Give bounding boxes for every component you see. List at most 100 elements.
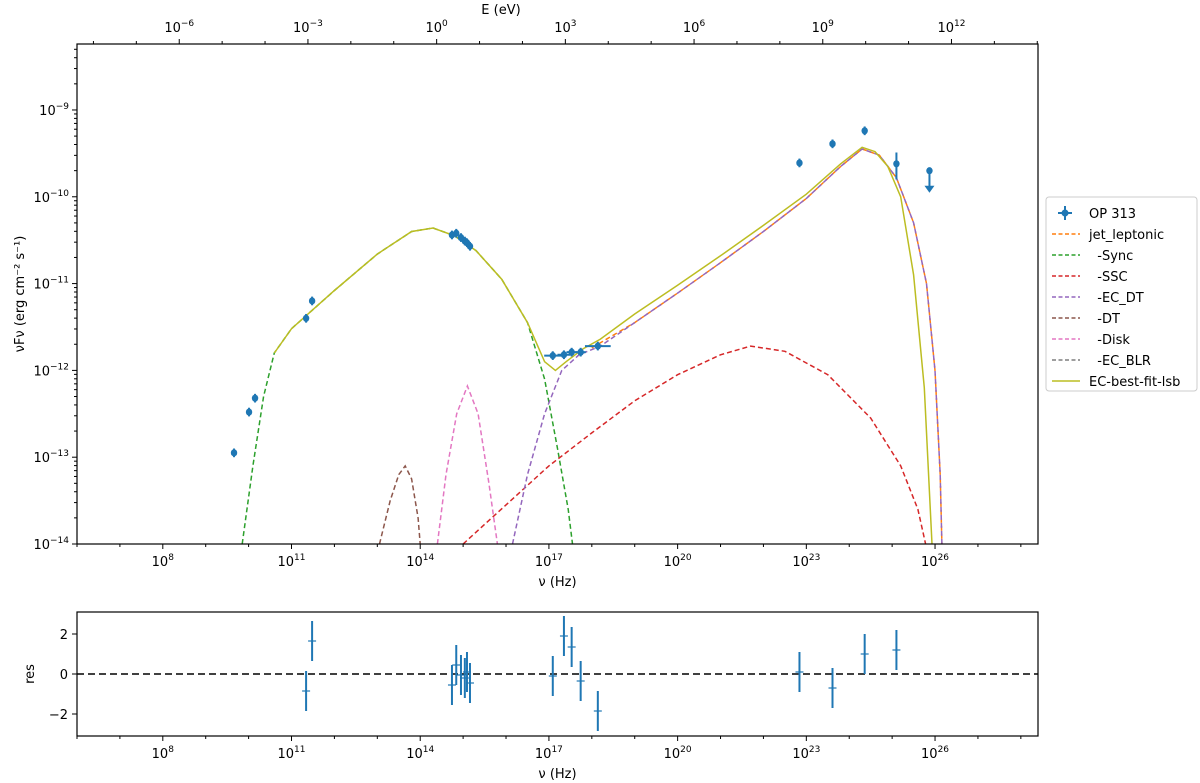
residual-point — [593, 691, 602, 731]
data-marker — [245, 408, 253, 416]
curve-jet-leptonic — [591, 148, 943, 544]
legend-item: -SSC — [1052, 270, 1128, 285]
legend-box — [1045, 196, 1198, 392]
data-point — [893, 152, 900, 180]
residual-point — [456, 655, 465, 695]
residual-point — [302, 671, 311, 711]
legend-item: -Disk — [1052, 333, 1130, 348]
data-marker — [560, 351, 568, 359]
data-marker — [230, 449, 238, 457]
y-tick-label: 2 — [60, 628, 68, 643]
upper-limit-arrow-icon — [924, 185, 935, 193]
residual-point — [465, 663, 474, 703]
residual-points — [302, 616, 901, 731]
y-tick-label: 10−10 — [33, 189, 69, 206]
top-tick-label: 100 — [426, 19, 449, 36]
legend-label: jet_leptonic — [1088, 228, 1164, 243]
main-axes-frame — [76, 43, 1039, 545]
x-tick-label: 108 — [152, 745, 175, 762]
model-curves — [241, 146, 943, 544]
legend-label: -EC_BLR — [1089, 354, 1151, 369]
y-tick-label: 10−11 — [33, 276, 69, 293]
data-marker — [829, 140, 836, 148]
x-tick-label: 1014 — [406, 553, 434, 570]
residual-point — [576, 661, 585, 701]
data-marker — [302, 314, 310, 322]
x-axis-top: 10−6 10−3 100 103 106 109 1012 E (eV) — [92, 3, 1038, 44]
x-tick-label: 108 — [152, 553, 175, 570]
residual-y-axis-label: res — [23, 664, 38, 684]
legend-label: -EC_DT — [1089, 291, 1144, 306]
top-tick-label: 106 — [683, 19, 706, 36]
residual-x-axis-label: ν (Hz) — [538, 767, 576, 782]
data-points — [230, 126, 935, 458]
legend-item: -DT — [1052, 312, 1120, 327]
data-point — [251, 393, 259, 403]
residual-point — [559, 616, 568, 656]
top-tick-label: 10−3 — [293, 19, 323, 36]
data-marker — [893, 160, 900, 168]
data-point — [466, 241, 474, 251]
curve-ssc — [462, 345, 927, 544]
legend-item: -EC_BLR — [1052, 354, 1151, 369]
x-axis-label: ν (Hz) — [538, 575, 576, 590]
legend: OP 313 jet_leptonic -Sync -SSC -EC_DT -DT… — [1045, 196, 1198, 392]
y-tick-label: 10−13 — [33, 449, 69, 466]
legend-item: -Sync — [1052, 249, 1133, 264]
data-point — [566, 347, 577, 357]
x-tick-label: 1020 — [664, 745, 692, 762]
data-marker — [549, 352, 556, 360]
data-marker — [577, 348, 584, 356]
y-tick-label: 10−12 — [33, 362, 69, 379]
top-tick-label: 103 — [554, 19, 576, 36]
curve-disk — [436, 383, 499, 544]
x-tick-label: 1017 — [535, 553, 563, 570]
data-point — [557, 350, 571, 360]
data-marker — [568, 348, 575, 356]
x-tick-label: 1017 — [535, 745, 563, 762]
curve-dt — [378, 464, 421, 544]
data-point — [453, 228, 460, 238]
x-tick-label: 1023 — [792, 553, 820, 570]
top-tick-label: 1012 — [937, 19, 965, 36]
top-tick-label: 10−6 — [164, 19, 194, 36]
residual-point — [892, 630, 901, 670]
data-point — [245, 407, 253, 417]
residual-point — [308, 621, 317, 661]
residual-point — [795, 652, 804, 692]
legend-label: OP 313 — [1089, 207, 1136, 222]
legend-item: jet_leptonic — [1052, 228, 1164, 243]
data-marker — [251, 394, 259, 402]
data-marker — [308, 297, 316, 305]
legend-label: -DT — [1089, 312, 1120, 327]
legend-item: EC-best-fit-lsb — [1052, 375, 1180, 390]
x-axis-bottom: 108 1011 1014 1017 1020 1023 1026 ν (Hz) — [76, 544, 1022, 590]
curve-ec-dt — [511, 148, 943, 544]
legend-label: EC-best-fit-lsb — [1089, 375, 1180, 390]
legend-label: -Disk — [1089, 333, 1130, 348]
data-point — [924, 167, 935, 193]
data-point — [230, 448, 238, 458]
curve-ec-best-fit-lsb — [273, 146, 933, 544]
y-tick-label: 10−14 — [33, 536, 69, 553]
y-axis-label: νFν (erg cm⁻² s⁻¹) — [13, 236, 28, 353]
residual-panel: 108 1011 1014 1017 1020 1023 1026 ν (Hz) −2 0 2 res — [23, 611, 1039, 782]
data-point — [302, 313, 310, 323]
residual-point — [548, 656, 557, 696]
x-tick-label: 1026 — [921, 745, 949, 762]
data-point — [861, 126, 868, 136]
x-tick-label: 1020 — [664, 553, 692, 570]
top-axis-label: E (eV) — [481, 3, 520, 18]
data-marker — [466, 242, 474, 250]
residual-point — [567, 627, 576, 667]
residual-point — [860, 634, 869, 674]
data-marker — [861, 127, 868, 135]
data-marker — [594, 342, 602, 350]
data-point — [829, 139, 836, 149]
data-point — [575, 347, 586, 357]
legend-label: -Sync — [1089, 249, 1133, 264]
legend-marker-icon — [1061, 209, 1069, 217]
